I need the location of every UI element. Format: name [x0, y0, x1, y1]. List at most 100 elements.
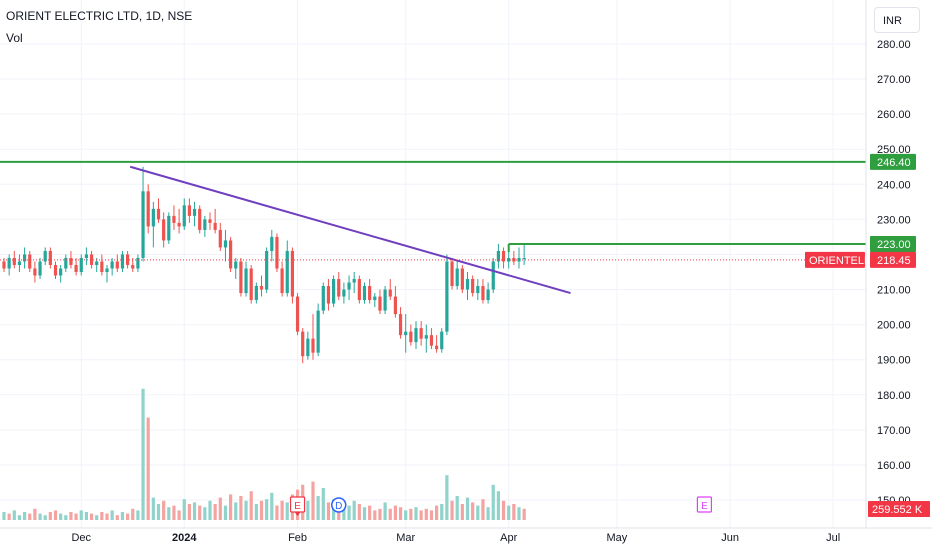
- symbol-badge[interactable]: [805, 251, 865, 268]
- volume-legend[interactable]: Vol: [6, 31, 23, 45]
- volume-bar: [342, 504, 346, 520]
- volume-bar: [74, 513, 78, 520]
- candle-body: [234, 261, 238, 269]
- candle-body: [208, 219, 212, 223]
- volume-bar: [471, 502, 475, 520]
- time-tick-label: May: [606, 532, 627, 544]
- candle-body: [89, 254, 94, 265]
- volume-bar: [115, 515, 119, 520]
- volume-bar: [491, 484, 495, 520]
- volume-bar: [501, 500, 506, 520]
- marker-letter: D: [335, 501, 342, 512]
- volume-bar: [136, 510, 140, 520]
- candle-body: [213, 222, 217, 230]
- volume-bar: [306, 500, 310, 520]
- volume-bar: [285, 502, 289, 520]
- time-tick-label: Apr: [500, 532, 517, 544]
- candle-body: [136, 257, 140, 269]
- time-axis[interactable]: Dec 2024 Feb Mar Apr May Jun Jul: [0, 527, 932, 550]
- volume-bar: [326, 502, 331, 520]
- volume-bar: [59, 513, 63, 520]
- candle-body: [229, 240, 233, 269]
- volume-bar: [53, 510, 58, 520]
- candle-body: [162, 219, 166, 241]
- trend-line[interactable]: [129, 165, 571, 295]
- price-tick-label: 230.00: [877, 214, 911, 226]
- volume-bar: [172, 505, 176, 520]
- candle-body: [373, 296, 377, 301]
- volume-bar: [120, 512, 125, 520]
- dividend-marker[interactable]: [331, 497, 347, 513]
- candle-body: [249, 268, 253, 301]
- candle-body: [100, 261, 104, 272]
- candle-body: [115, 261, 119, 269]
- candle-body: [352, 279, 356, 283]
- marker-pointer: [294, 512, 301, 516]
- candle-body: [393, 296, 397, 315]
- volume-bar: [409, 508, 413, 520]
- volume-bar: [321, 488, 325, 520]
- level-price-badge[interactable]: [870, 235, 916, 252]
- candle-body: [131, 264, 135, 269]
- candle-body: [357, 279, 361, 301]
- time-tick-label: Dec: [71, 532, 91, 544]
- level-price-label: 246.40: [877, 157, 911, 169]
- candle-body: [522, 257, 526, 259]
- candle-body: [12, 257, 16, 265]
- candle-body: [306, 338, 310, 357]
- level-price-badge[interactable]: [870, 153, 916, 170]
- candle-body: [95, 261, 99, 265]
- candle-body: [74, 264, 78, 272]
- candle-body: [182, 205, 186, 227]
- candle-body: [172, 215, 176, 223]
- candle-body: [187, 205, 191, 216]
- candle-body: [326, 286, 331, 304]
- volume-bar: [388, 508, 392, 520]
- candle-body: [368, 286, 372, 301]
- last-price-badge[interactable]: [870, 251, 916, 268]
- candle-body: [362, 286, 367, 301]
- candle-body: [59, 268, 63, 276]
- volume-bar: [100, 512, 104, 520]
- symbol-title[interactable]: ORIENT ELECTRIC LTD, 1D, NSE: [6, 9, 193, 23]
- price-axis[interactable]: 150.00160.00170.00180.00190.00200.00210.…: [805, 0, 932, 528]
- candle-body: [110, 261, 114, 269]
- candle-body: [398, 314, 403, 336]
- volume-bar: [373, 510, 377, 520]
- candle-body: [409, 331, 413, 343]
- candle-body: [79, 257, 83, 272]
- volume-bar: [362, 507, 367, 520]
- volume-bar: [198, 505, 202, 520]
- time-tick-label: 2024: [172, 532, 197, 544]
- candle-body: [218, 229, 222, 248]
- volume-bar: [43, 515, 47, 520]
- drawing-lines[interactable]: [0, 160, 866, 295]
- upcoming-earnings-marker[interactable]: [696, 496, 713, 513]
- volume-bar: [146, 417, 150, 520]
- volume-bar: [316, 496, 320, 520]
- volume-bar: [7, 513, 11, 520]
- price-tick-label: 260.00: [877, 109, 911, 121]
- candle-body: [151, 208, 155, 227]
- candle-body: [203, 219, 207, 230]
- volume-value-badge[interactable]: [868, 501, 930, 517]
- candle-body: [445, 261, 449, 332]
- volume-bar: [435, 505, 439, 520]
- price-tick-label: 200.00: [877, 320, 911, 332]
- volume-bar: [496, 491, 500, 520]
- candle-body: [156, 208, 161, 220]
- price-tick-label: 270.00: [877, 74, 911, 86]
- volume-bar: [275, 505, 279, 520]
- currency-button[interactable]: INR: [874, 7, 920, 33]
- volume-bar: [486, 507, 490, 520]
- volume-bar: [234, 502, 238, 520]
- volume-bar: [368, 505, 372, 520]
- candle-body: [254, 286, 258, 301]
- candle-body: [465, 279, 470, 290]
- candle-body: [64, 257, 68, 269]
- candle-body: [388, 289, 392, 297]
- volume-bar: [383, 502, 387, 520]
- candle-body: [491, 261, 495, 290]
